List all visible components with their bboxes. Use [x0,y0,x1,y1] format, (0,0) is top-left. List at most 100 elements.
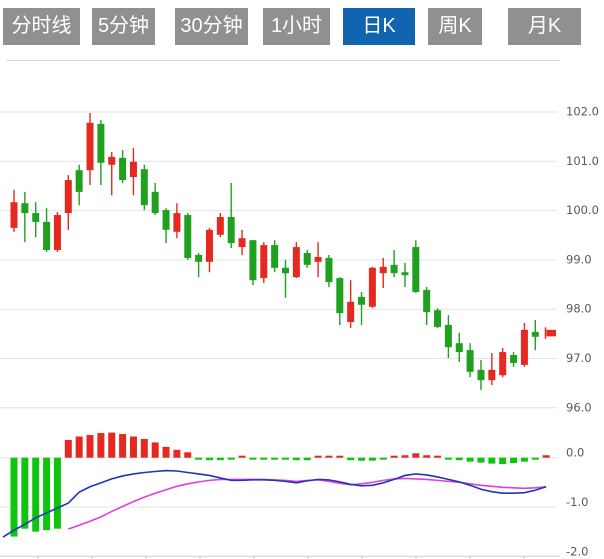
macd-hist-bar [32,457,40,532]
candle-body [303,252,311,265]
price-axis-label: 98.0 [566,302,592,316]
candle-body [510,355,518,363]
macd-hist-bar [401,455,409,458]
candle-body [32,213,40,222]
candle-body [271,245,279,268]
macd-hist-bar [43,457,51,531]
candle-body [195,254,203,262]
macd-hist-bar [477,457,485,463]
macd-hist-bar [151,442,159,458]
tab-timeline[interactable]: 分时线 [3,8,80,45]
macd-hist-bar [434,455,442,458]
candle-body [499,352,507,376]
macd-hist-bar [455,457,463,461]
macd-hist-bar [21,457,29,529]
candle-body [184,215,192,258]
macd-hist-bar [238,455,246,458]
candle-body [86,122,94,171]
macd-hist-bar [271,457,279,460]
tab-daily-k[interactable]: 日K [343,8,415,45]
macd-hist-bar [466,457,474,462]
candle-body [401,272,409,276]
macd-hist-bar [336,455,344,458]
macd-axis-label: -2.0 [566,544,588,558]
macd-hist-bar [499,457,507,465]
candle-body [238,238,246,248]
tab-30min[interactable]: 30分钟 [175,8,248,45]
tab-weekly-k[interactable]: 周K [428,8,482,45]
candle-body [162,210,170,230]
macd-hist-bar [216,457,224,461]
macd-hist-bar [542,455,550,458]
macd-hist-bar [53,457,61,529]
candle-body [119,157,127,181]
candle-body [216,217,224,235]
macd-hist-bar [423,455,431,458]
macd-hist-bar [358,457,366,461]
candle-body [379,266,387,274]
macd-hist-bar [86,435,94,458]
candle-body [43,221,51,251]
macd-hist-bar [129,436,137,458]
candle-body [260,245,268,279]
candle-body [368,267,376,307]
candle-body [64,180,72,214]
candle-body [140,169,148,206]
candle-body [434,310,442,327]
candle-body [325,257,333,283]
dif-line [2,469,547,538]
macd-hist-bar [531,457,539,460]
macd-axis-label: -1.0 [566,495,588,509]
macd-hist-bar [303,457,311,461]
candle-body [249,240,257,281]
candle-body [129,161,137,178]
macd-hist-bar [64,439,72,458]
macd-hist-bar [173,449,181,458]
macd-hist-bar [249,457,257,460]
macd-hist-bar [444,457,452,460]
candle-body [10,202,18,228]
macd-hist-bar [510,457,518,464]
macd-hist-bar [520,457,528,462]
candle-body [531,331,539,337]
candle-body [412,247,420,292]
dea-line [68,477,547,530]
price-axis-label: 99.0 [566,252,592,266]
macd-hist-bar [379,457,387,460]
candle-body [390,264,398,274]
candle-body [205,229,213,262]
macd-hist-bar [97,433,105,458]
candle-body [108,156,116,165]
candle-body [488,369,496,381]
interval-tabbar: 分时线 5分钟 30分钟 1小时 日K 周K 月K [0,8,604,45]
macd-hist-bar [412,453,420,458]
candle-body [21,203,29,214]
tab-1hour[interactable]: 1小时 [263,8,330,45]
macd-hist-bar [488,457,496,464]
candle-body [520,329,528,365]
macd-hist-bar [119,434,127,458]
candle-body [455,343,463,353]
macd-hist-bar [140,438,148,458]
tab-5min[interactable]: 5分钟 [92,8,155,45]
candle-body [282,267,289,274]
candle-body [423,289,431,313]
macd-hist-bar [347,457,355,461]
macd-hist-bar [292,457,300,461]
macd-hist-bar [325,455,333,458]
price-axis-label: 100.0 [566,203,599,217]
macd-hist-bar [314,455,322,458]
candle-body [97,123,105,163]
macd-axis-label: 0.0 [566,446,584,460]
candle-body [292,247,300,278]
macd-hist-bar [108,432,116,458]
candle-body [347,301,355,323]
candle-body [314,256,322,262]
price-axis-label: 96.0 [566,400,592,414]
macd-hist-bar [75,436,83,458]
tab-monthly-k[interactable]: 月K [508,8,581,45]
price-axis-label: 101.0 [566,154,599,168]
macd-hist-bar [260,457,268,460]
candle-body [358,296,366,305]
